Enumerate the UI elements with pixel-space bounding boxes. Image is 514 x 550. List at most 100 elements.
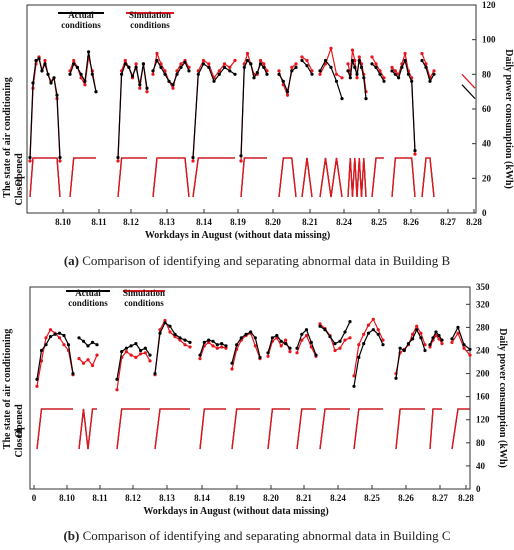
state-line-actual [301, 157, 313, 198]
power-point-actual [201, 62, 206, 66]
power-point-simulation [115, 388, 119, 392]
state-line-simulation [116, 408, 150, 450]
x-tick-label: 8.24 [336, 217, 352, 227]
power-point-actual [265, 72, 269, 76]
power-point-actual [252, 76, 256, 80]
power-point-actual [151, 69, 155, 73]
power-point-actual [281, 79, 285, 83]
y-tick-label: 240 [476, 345, 490, 355]
x-tick-label: 8.14 [194, 493, 210, 503]
power-point-simulation [295, 351, 299, 355]
power-point-simulation [48, 328, 53, 332]
power-point-actual [314, 353, 318, 357]
power-point-simulation [294, 62, 298, 66]
power-point-actual [266, 351, 270, 355]
caption-a: (a) Comparison of identifying and separa… [0, 253, 514, 269]
power-point-simulation [123, 58, 127, 63]
power-point-simulation [86, 358, 90, 362]
power-point-actual [130, 74, 135, 78]
state-line-simulation [29, 157, 61, 198]
power-point-actual [318, 324, 322, 328]
y-tick-label: 120 [482, 0, 496, 10]
power-point-actual [353, 65, 357, 69]
power-point-actual [31, 81, 35, 85]
power-point-actual [393, 72, 397, 76]
power-point-simulation [440, 342, 444, 346]
y-tick-label: 200 [476, 369, 490, 379]
x-axis-label: Workdays in August (without data missing… [145, 230, 330, 241]
power-point-actual [431, 336, 435, 340]
power-line-simulation [240, 51, 268, 162]
power-point-simulation [318, 322, 322, 326]
power-point-simulation [233, 58, 237, 63]
power-point-actual [90, 340, 95, 344]
power-point-actual [338, 339, 342, 343]
power-point-actual [230, 361, 234, 365]
power-point-simulation [258, 58, 263, 63]
power-point-actual [323, 328, 327, 332]
power-point-simulation [211, 344, 215, 348]
power-point-simulation [346, 62, 350, 66]
power-point-simulation [62, 343, 66, 347]
state-line-actual [116, 408, 150, 450]
power-point-simulation [201, 58, 206, 63]
power-point-actual [220, 342, 224, 346]
power-point-actual [145, 86, 149, 90]
state-line-simulation [267, 408, 290, 450]
power-point-actual [411, 337, 415, 341]
power-point-actual [284, 342, 288, 346]
power-point-actual [77, 336, 81, 340]
power-point-simulation [318, 72, 322, 76]
power-point-actual [355, 72, 359, 76]
state-line-simulation [36, 408, 73, 450]
power-point-actual [94, 90, 98, 94]
power-point-actual [153, 372, 157, 376]
power-point-actual [390, 69, 394, 73]
x-tick-label: 8.28 [466, 217, 482, 227]
power-point-actual [163, 321, 167, 325]
x-tick-label: 8.12 [125, 493, 141, 503]
x-tick-label: 8.14 [196, 217, 212, 227]
power-point-actual [48, 335, 53, 339]
power-point-simulation [179, 62, 183, 66]
y-tick-label: 60 [482, 104, 492, 114]
state-opened-label: Opened [14, 153, 25, 187]
y-tick-label: 20 [482, 173, 492, 183]
power-point-simulation [239, 159, 243, 163]
power-point-actual [294, 65, 298, 69]
y-tick-label: 160 [476, 392, 490, 402]
power-point-actual [318, 69, 322, 73]
legend-actual-label: Actual [75, 288, 101, 298]
power-point-actual [175, 72, 179, 76]
power-point-simulation [163, 318, 167, 323]
x-tick-label: 8.21 [296, 493, 312, 503]
power-point-simulation [304, 333, 309, 338]
power-point-simulation [310, 69, 314, 73]
power-point-actual [398, 346, 402, 350]
power-point-actual [334, 79, 339, 83]
state-line-simulation [395, 408, 425, 450]
power-point-simulation [72, 58, 76, 63]
x-tick-label: 8.28 [458, 493, 474, 503]
power-point-simulation [284, 338, 288, 342]
power-line-simulation [152, 51, 190, 90]
state-line-simulation [451, 408, 470, 450]
power-point-simulation [28, 159, 32, 163]
state-line-simulation [231, 408, 260, 450]
power-point-actual [468, 347, 472, 351]
state-line-actual [36, 408, 73, 450]
legend-simulation-label: Simulation [129, 10, 171, 20]
power-point-actual [143, 346, 147, 350]
power-point-simulation [90, 363, 95, 368]
legend-actual-label: conditions [68, 298, 108, 308]
power-point-simulation [175, 69, 179, 73]
power-point-actual [348, 320, 352, 324]
power-point-actual [420, 58, 424, 63]
power-point-actual [44, 343, 48, 347]
power-point-simulation [245, 51, 250, 56]
power-point-simulation [333, 348, 337, 353]
power-point-actual [233, 72, 237, 76]
power-point-actual [66, 343, 71, 347]
state-line-actual [154, 408, 190, 450]
power-point-actual [328, 335, 332, 339]
